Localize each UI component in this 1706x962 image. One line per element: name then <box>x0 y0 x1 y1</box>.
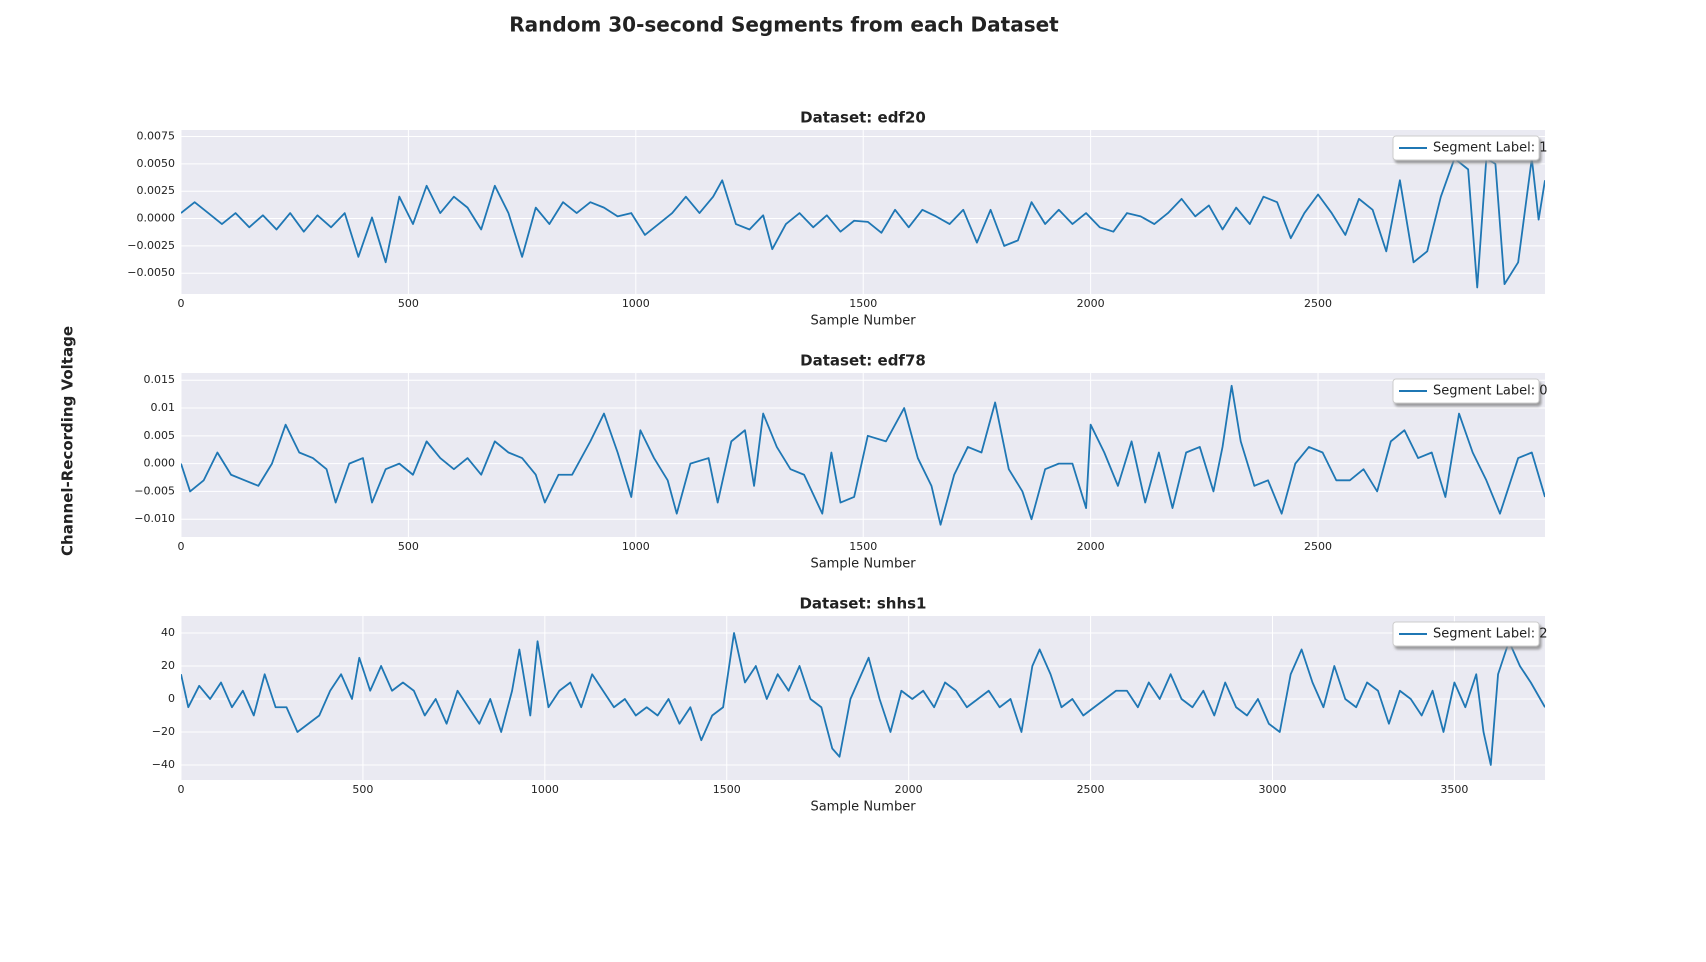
subplot-title: Dataset: edf20 <box>800 109 926 127</box>
x-tick-label: 500 <box>398 540 419 553</box>
x-tick-label: 1500 <box>849 540 877 553</box>
x-axis-label: Sample Number <box>810 557 916 572</box>
y-axis-label: Channel-Recording Voltage <box>59 326 77 556</box>
x-tick-label: 0 <box>178 540 185 553</box>
x-tick-label: 2000 <box>1077 297 1105 310</box>
x-tick-label: 1000 <box>531 783 559 796</box>
x-tick-label: 500 <box>398 297 419 310</box>
data-line <box>181 157 1545 289</box>
x-tick-label: 3000 <box>1258 783 1286 796</box>
legend-box <box>1392 135 1540 161</box>
data-line <box>181 632 1545 766</box>
x-tick-label: 2000 <box>1077 540 1105 553</box>
x-tick-label: 1000 <box>622 297 650 310</box>
plot-area <box>181 616 1545 780</box>
x-tick-label: 3500 <box>1440 783 1468 796</box>
y-tick-label: 0 <box>168 692 175 705</box>
x-tick-label: 1000 <box>622 540 650 553</box>
x-axis-label: Sample Number <box>810 314 916 329</box>
y-tick-label: 0.01 <box>151 401 176 414</box>
subplot-title: Dataset: edf78 <box>800 352 926 370</box>
x-tick-label: 1500 <box>713 783 741 796</box>
x-tick-label: 1500 <box>849 297 877 310</box>
y-tick-label: 0.005 <box>144 429 176 442</box>
x-tick-label: 2500 <box>1077 783 1105 796</box>
subplot-title: Dataset: shhs1 <box>799 595 926 613</box>
x-tick-label: 0 <box>178 297 185 310</box>
legend-label: Segment Label: 0 <box>1433 384 1548 399</box>
y-tick-label: −0.005 <box>134 484 175 497</box>
y-tick-label: 0.0025 <box>137 184 176 197</box>
legend-label: Segment Label: 1 <box>1433 141 1548 156</box>
y-tick-label: 0.0075 <box>137 130 176 143</box>
legend-box <box>1392 378 1540 404</box>
x-tick-label: 2500 <box>1304 297 1332 310</box>
y-tick-label: 0.000 <box>144 457 176 470</box>
y-tick-label: −20 <box>152 725 175 738</box>
y-tick-label: −0.0050 <box>127 266 175 279</box>
x-tick-label: 2500 <box>1304 540 1332 553</box>
x-tick-label: 500 <box>352 783 373 796</box>
y-tick-label: 0.0000 <box>137 212 176 225</box>
y-tick-label: −0.010 <box>134 512 175 525</box>
legend: Segment Label: 1 <box>1392 135 1548 161</box>
figure-title: Random 30-second Segments from each Data… <box>509 13 1059 37</box>
data-line <box>181 384 1545 526</box>
y-tick-label: 0.0050 <box>137 157 176 170</box>
legend-box <box>1392 621 1540 647</box>
x-tick-label: 0 <box>178 783 185 796</box>
y-tick-label: 20 <box>161 659 175 672</box>
x-axis-label: Sample Number <box>810 800 916 815</box>
legend-label: Segment Label: 2 <box>1433 627 1548 642</box>
y-tick-label: 0.015 <box>144 373 176 386</box>
y-tick-label: −40 <box>152 758 175 771</box>
y-tick-label: −0.0025 <box>127 239 175 252</box>
legend: Segment Label: 0 <box>1392 378 1548 404</box>
y-tick-label: 40 <box>161 626 175 639</box>
legend: Segment Label: 2 <box>1392 621 1548 647</box>
x-tick-label: 2000 <box>895 783 923 796</box>
